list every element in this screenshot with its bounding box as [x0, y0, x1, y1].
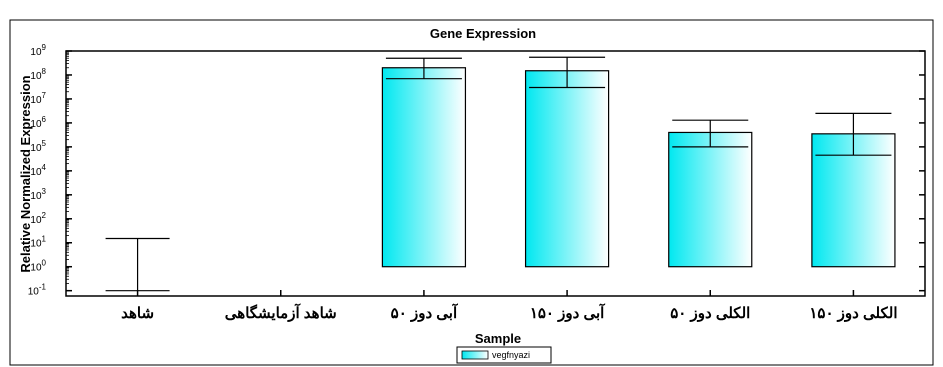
y-tick-label: 103: [30, 187, 46, 202]
y-tick-label: 106: [30, 115, 46, 130]
chart-title: Gene Expression: [430, 26, 536, 41]
x-tick-label: آبی دوز ۵۰: [391, 303, 459, 322]
y-axis-label: Relative Normalized Expression: [18, 75, 33, 272]
x-axis-ticks: شاهد شاهد آزمایشگاهی آبی دوز ۵۰ آبی دوز ۱۵۰…: [121, 290, 898, 322]
legend-label: vegfnyazi: [492, 350, 530, 360]
legend: vegfnyazi: [456, 346, 552, 364]
x-tick-label: شاهد: [121, 305, 154, 322]
y-tick-label: 101: [30, 235, 46, 250]
y-tick-label: 104: [30, 163, 46, 178]
x-axis-label: Sample: [475, 331, 521, 346]
y-tick-label: 107: [30, 91, 46, 106]
error-bars: [105, 56, 892, 292]
outer-border: [9, 19, 934, 366]
x-tick-label: الکلی دوز ۵۰: [670, 305, 750, 322]
y-tick-label: 105: [30, 139, 46, 154]
plot-area: [65, 50, 926, 297]
x-tick-label: آبی دوز ۱۵۰: [530, 303, 606, 322]
bar: [811, 133, 896, 268]
bar: [381, 67, 467, 268]
bar: [668, 131, 753, 268]
y-tick-label: 108: [30, 67, 46, 82]
legend-swatch: [461, 350, 489, 360]
x-tick-label: شاهد آزمایشگاهی: [225, 303, 337, 322]
bar: [524, 70, 610, 268]
y-tick-label: 10-1: [28, 283, 47, 298]
bar-series: [381, 67, 896, 268]
y-tick-label: 100: [30, 259, 46, 274]
y-axis-ticks: 10-1 100 101 102 103 104 105 106 107 108 109: [28, 43, 925, 298]
x-tick-label: الکلی دوز ۱۵۰: [809, 305, 897, 322]
y-tick-label: 102: [30, 211, 46, 226]
y-tick-label: 109: [30, 43, 46, 58]
